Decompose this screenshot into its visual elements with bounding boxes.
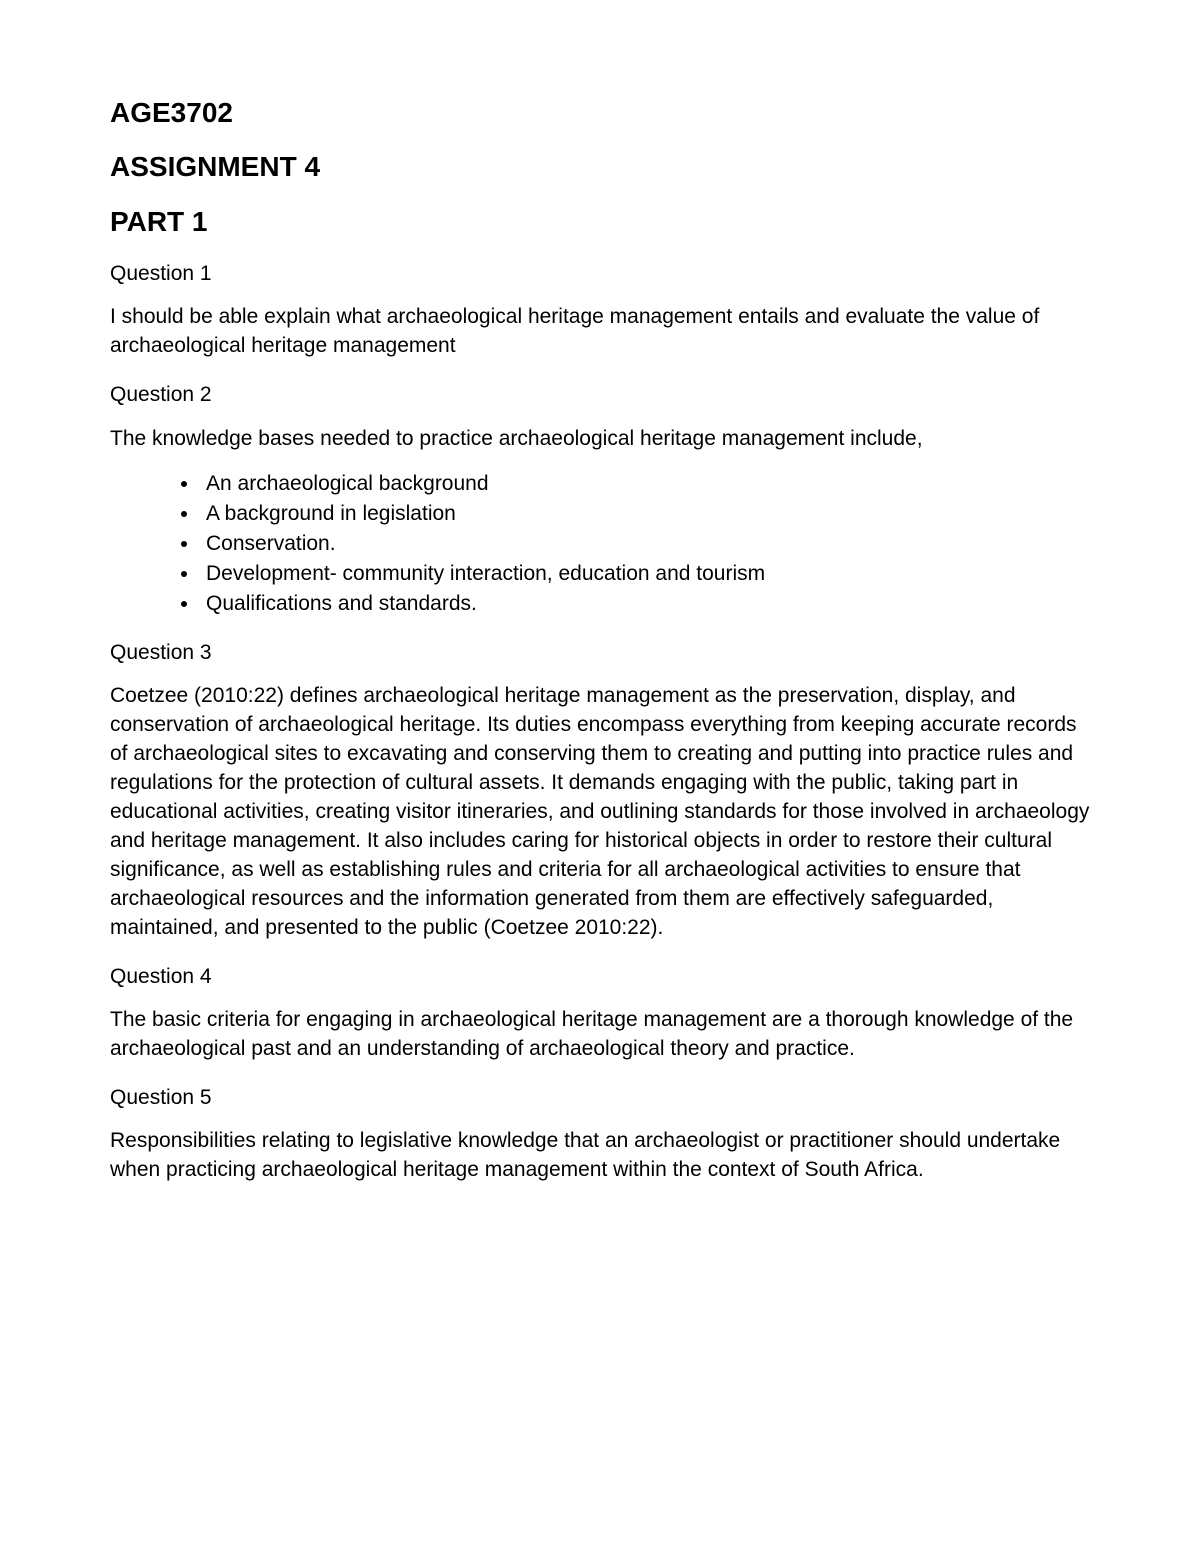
question-3-label: Question 3 xyxy=(110,639,1090,666)
question-2-intro: The knowledge bases needed to practice a… xyxy=(110,425,1090,454)
question-5-label: Question 5 xyxy=(110,1084,1090,1111)
list-item: An archaeological background xyxy=(200,470,1090,499)
list-item: Qualifications and standards. xyxy=(200,590,1090,619)
list-item: Development- community interaction, educ… xyxy=(200,560,1090,589)
course-code-heading: AGE3702 xyxy=(110,95,1090,131)
question-2-bullet-list: An archaeological background A backgroun… xyxy=(110,470,1090,619)
question-4-label: Question 4 xyxy=(110,963,1090,990)
part-heading: PART 1 xyxy=(110,204,1090,240)
list-item: Conservation. xyxy=(200,530,1090,559)
question-3-body: Coetzee (2010:22) defines archaeological… xyxy=(110,682,1090,943)
assignment-heading: ASSIGNMENT 4 xyxy=(110,149,1090,185)
question-2-label: Question 2 xyxy=(110,381,1090,408)
question-5-body: Responsibilities relating to legislative… xyxy=(110,1127,1090,1185)
question-1-label: Question 1 xyxy=(110,260,1090,287)
question-4-body: The basic criteria for engaging in archa… xyxy=(110,1006,1090,1064)
question-1-body: I should be able explain what archaeolog… xyxy=(110,303,1090,361)
list-item: A background in legislation xyxy=(200,500,1090,529)
